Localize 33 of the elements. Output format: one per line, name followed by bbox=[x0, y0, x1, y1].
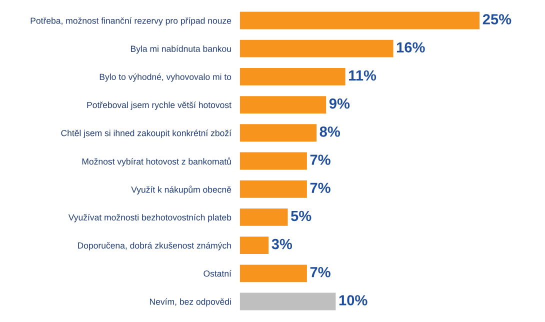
data-label: 16% bbox=[396, 42, 425, 53]
y-tick-label: Využívat možnosti bezhotovostních plateb bbox=[68, 214, 232, 222]
bar bbox=[240, 96, 326, 114]
y-tick-label: Využít k nákupům obecně bbox=[131, 186, 232, 194]
data-label: 9% bbox=[329, 98, 350, 109]
y-tick-label: Bylo to výhodné, vyhovovalo mi to bbox=[100, 73, 232, 82]
data-label: 8% bbox=[320, 126, 340, 137]
data-label: 7% bbox=[310, 182, 330, 193]
bar bbox=[240, 264, 307, 282]
y-tick-label: Chtěl jsem si ihned zakoupit konkrétní zboží bbox=[61, 130, 232, 138]
data-label: 7% bbox=[310, 267, 330, 278]
data-label: 3% bbox=[272, 238, 292, 250]
data-label: 10% bbox=[339, 295, 368, 306]
y-tick-label: Byla mi nabídnuta bankou bbox=[131, 45, 231, 54]
y-tick-label: Možnost vybírat hotovost z bankomatů bbox=[82, 157, 231, 166]
y-tick-label: Ostatní bbox=[204, 270, 232, 277]
y-tick-label: Doporučena, dobrá zkušenost známých bbox=[78, 242, 231, 250]
data-label: 7% bbox=[310, 154, 330, 165]
bar bbox=[240, 124, 317, 142]
bar bbox=[240, 208, 288, 226]
y-tick-label: Potřeboval jsem rychle větší hotovost bbox=[87, 102, 232, 110]
data-label: 5% bbox=[290, 210, 312, 222]
y-tick-label: Nevím, bez odpovědi bbox=[150, 298, 231, 307]
bar bbox=[240, 68, 346, 86]
y-tick-label: Potřeba, možnost finanční rezervy pro případ nouze bbox=[30, 17, 232, 26]
bar bbox=[240, 40, 394, 58]
data-label: 25% bbox=[482, 14, 512, 24]
data-label: 11% bbox=[349, 70, 376, 81]
bar bbox=[240, 152, 307, 170]
bar bbox=[240, 12, 480, 30]
bar bbox=[240, 180, 307, 198]
bar bbox=[240, 236, 269, 254]
bar bbox=[240, 292, 336, 310]
